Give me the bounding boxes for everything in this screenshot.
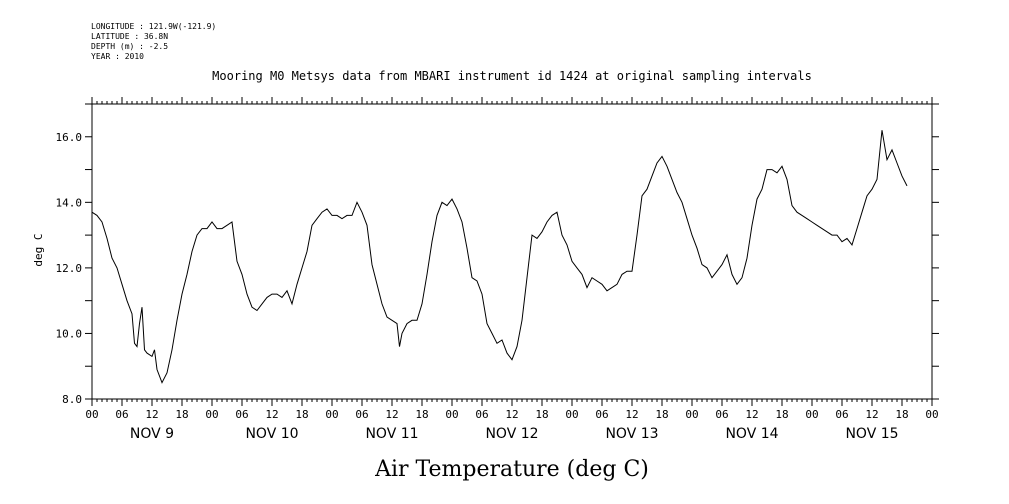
year-label: YEAR : 2010 xyxy=(91,52,144,61)
x-tick-label: 12 xyxy=(505,408,518,421)
x-tick-label: 18 xyxy=(175,408,188,421)
y-tick-label: 16.0 xyxy=(56,131,83,144)
x-axis-label: Air Temperature (deg C) xyxy=(374,457,649,482)
x-tick-label: 06 xyxy=(595,408,608,421)
day-label: NOV 13 xyxy=(605,426,658,442)
y-tick-labels: 8.0 10.0 12.0 14.0 16.0 xyxy=(56,131,83,406)
x-tick-label: 18 xyxy=(895,408,908,421)
station-metadata: LONGITUDE : 121.9W(-121.9) LATITUDE : 36… xyxy=(91,22,216,62)
x-tick-label: 18 xyxy=(295,408,308,421)
day-label: NOV 14 xyxy=(725,426,778,442)
x-tick-label: 12 xyxy=(865,408,878,421)
x-tick-label: 00 xyxy=(445,408,458,421)
x-tick-label: 18 xyxy=(655,408,668,421)
x-tick-label: 18 xyxy=(535,408,548,421)
y-tick-label: 8.0 xyxy=(62,393,82,406)
y-tick-label: 14.0 xyxy=(56,196,83,209)
y-tick-label: 12.0 xyxy=(56,262,83,275)
x-tick-label: 18 xyxy=(775,408,788,421)
x-tick-labels: 00 06 12 18 00 06 12 18 00 06 12 18 00 06 12 18 00 06 12 18… xyxy=(85,408,938,421)
x-tick-label: 00 xyxy=(85,408,98,421)
day-label: NOV 11 xyxy=(365,426,418,442)
x-tick-label: 06 xyxy=(835,408,848,421)
day-label: NOV 9 xyxy=(130,426,174,442)
x-tick-label: 00 xyxy=(565,408,578,421)
x-tick-label: 12 xyxy=(625,408,638,421)
x-tick-label: 12 xyxy=(265,408,278,421)
latitude-label: LATITUDE : 36.8N xyxy=(91,32,169,41)
longitude-label: LONGITUDE : 121.9W(-121.9) xyxy=(91,22,217,31)
x-tick-label: 12 xyxy=(745,408,758,421)
x-tick-label: 00 xyxy=(205,408,218,421)
axis-ticks xyxy=(85,97,939,406)
plot-frame xyxy=(91,103,933,400)
day-label: NOV 15 xyxy=(845,426,898,442)
day-labels: NOV 9 NOV 10 NOV 11 NOV 12 NOV 13 NOV 14 NOV 1… xyxy=(130,426,899,442)
day-label: NOV 12 xyxy=(485,426,538,442)
x-tick-label: 00 xyxy=(685,408,698,421)
x-tick-label: 06 xyxy=(115,408,128,421)
chart-title: Mooring M0 Metsys data from MBARI instru… xyxy=(212,69,812,83)
x-tick-label: 06 xyxy=(475,408,488,421)
y-tick-label: 10.0 xyxy=(56,327,83,340)
x-tick-label: 12 xyxy=(385,408,398,421)
x-tick-label: 00 xyxy=(325,408,338,421)
y-axis-label: deg C xyxy=(32,233,45,266)
x-tick-label: 18 xyxy=(415,408,428,421)
x-tick-label: 00 xyxy=(925,408,938,421)
series-line xyxy=(91,130,908,384)
x-tick-label: 12 xyxy=(145,408,158,421)
day-label: NOV 10 xyxy=(245,426,298,442)
x-tick-label: 06 xyxy=(235,408,248,421)
x-tick-label: 06 xyxy=(715,408,728,421)
x-tick-label: 00 xyxy=(805,408,818,421)
x-tick-label: 06 xyxy=(355,408,368,421)
depth-label: DEPTH (m) : -2.5 xyxy=(91,42,169,51)
